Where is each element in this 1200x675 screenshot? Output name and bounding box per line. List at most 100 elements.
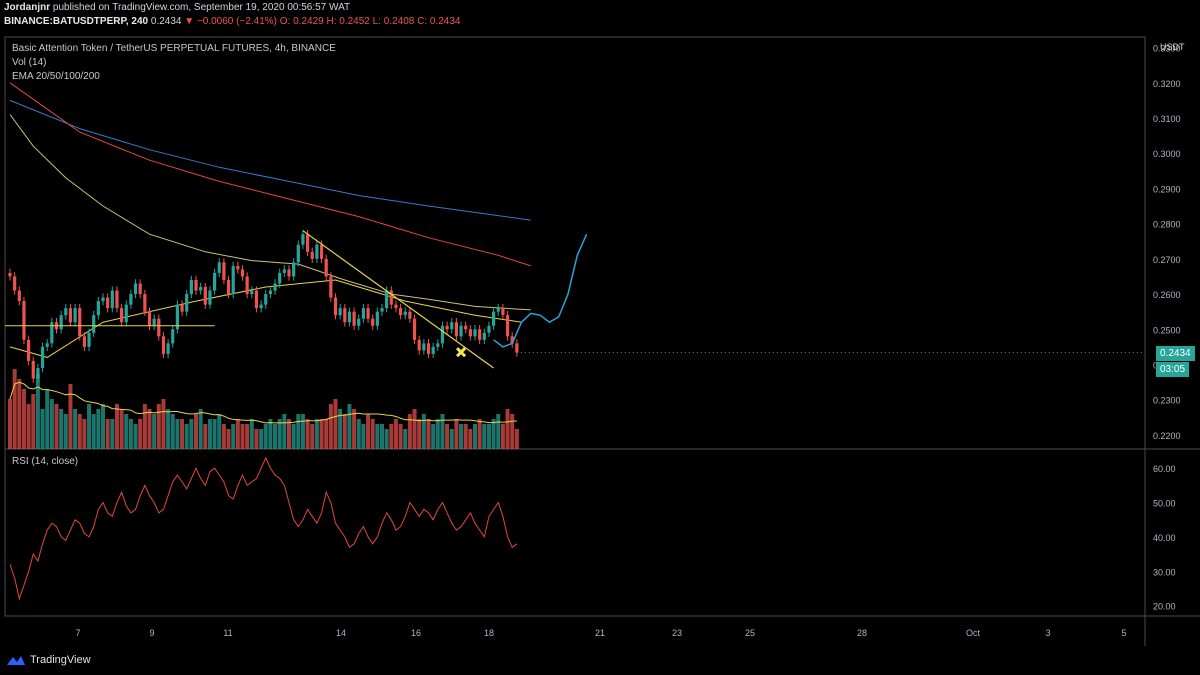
candle [92, 315, 96, 333]
volume-bar [412, 409, 417, 449]
price-tick-label: 0.2700 [1153, 255, 1181, 265]
price-tick-label: 0.2300 [1153, 396, 1181, 406]
candle [338, 308, 342, 316]
chart-canvas[interactable]: 0.3300 0.3200 0.3100 0.3000 0.2900 0.2800 0.27… [0, 34, 1200, 648]
publisher-name[interactable]: Jordanjnr [4, 2, 51, 13]
candle [189, 279, 193, 295]
candle [82, 336, 86, 347]
time-tick-label: 9 [149, 628, 154, 638]
volume-bar [449, 429, 454, 449]
candle [171, 329, 175, 344]
time-tick-label: 25 [745, 628, 755, 638]
volume-bar [459, 424, 464, 449]
candle [412, 318, 417, 340]
volume-bar [440, 414, 445, 449]
candle [147, 311, 152, 326]
candle [259, 304, 263, 309]
price-tick-label: 0.3200 [1153, 79, 1181, 89]
candle [96, 301, 100, 316]
candle [287, 269, 291, 277]
candle [273, 283, 277, 291]
candle [408, 311, 412, 319]
volume-bar [207, 419, 212, 449]
candle [194, 279, 198, 291]
volume-bar [319, 419, 324, 449]
volume-bar [119, 409, 124, 449]
time-tick-label: 28 [857, 628, 867, 638]
volume-bar [82, 419, 87, 449]
candle [208, 290, 212, 305]
candle [133, 283, 138, 295]
price-tick-label: 0.2200 [1153, 431, 1181, 441]
price-tick-label: 0.3100 [1153, 114, 1181, 124]
volume-bar [254, 429, 259, 449]
volume-bar [49, 399, 54, 449]
volume-bar [491, 419, 496, 449]
volume-bar [63, 414, 68, 449]
volume-bar [389, 424, 394, 449]
candle [361, 308, 365, 319]
tradingview-logo-text: TradingView [30, 654, 91, 666]
candle [152, 318, 156, 326]
volume-bar [180, 419, 185, 449]
candle [59, 315, 63, 330]
candle [180, 304, 184, 312]
volume-bar [17, 379, 22, 449]
volume-bar [291, 424, 296, 449]
candle [231, 265, 235, 295]
ema100-line [9, 82, 531, 267]
candle [13, 276, 17, 291]
time-tick-label: 18 [484, 628, 494, 638]
candle [106, 297, 110, 309]
volume-bar [296, 414, 301, 449]
volume-bar [189, 419, 194, 449]
volume-bar [417, 419, 422, 449]
volume-bar [510, 414, 515, 449]
volume-bar [273, 424, 278, 449]
candle [505, 315, 510, 337]
time-tick-label: 16 [411, 628, 421, 638]
volume-bar [486, 424, 491, 449]
candle [436, 343, 440, 347]
rsi-line [9, 456, 518, 601]
candle [394, 304, 398, 309]
tradingview-logo[interactable]: TradingView [6, 653, 91, 667]
candle [375, 311, 379, 326]
candle [203, 287, 207, 305]
candle [226, 279, 231, 295]
volume-bar [68, 384, 73, 449]
candle [459, 325, 463, 337]
ema20-line [9, 279, 522, 358]
candle [296, 244, 300, 263]
volume-bar [240, 424, 245, 449]
volume-bar [198, 409, 203, 449]
volume-bar [147, 409, 152, 449]
volume-bar [384, 429, 389, 449]
candle [278, 272, 282, 284]
volume-bar [110, 419, 115, 449]
candle [473, 329, 477, 337]
candle [161, 336, 166, 354]
candle [40, 346, 45, 369]
volume-bar [12, 369, 17, 449]
volume-bar [152, 414, 157, 449]
candle [87, 332, 91, 347]
volume-bar [482, 424, 487, 449]
price-tick-label: 0.2600 [1153, 290, 1181, 300]
volume-bar [505, 409, 510, 449]
candle [250, 290, 254, 295]
time-tick-label: 3 [1045, 628, 1050, 638]
candle [487, 325, 491, 333]
volume-bar [203, 424, 208, 449]
volume-bar [333, 399, 338, 449]
volume-bar [268, 419, 273, 449]
volume-bar [310, 424, 315, 449]
volume-bar [245, 424, 250, 449]
last-price-tag: 0.2434 [1156, 346, 1195, 361]
price-tick-label: 0.3300 [1153, 44, 1181, 54]
volume-bar [366, 414, 371, 449]
price-change: ▼ −0.0060 (−2.41%) [184, 16, 277, 27]
volume-bar [231, 424, 236, 449]
candle [399, 308, 403, 316]
candle [403, 311, 407, 316]
